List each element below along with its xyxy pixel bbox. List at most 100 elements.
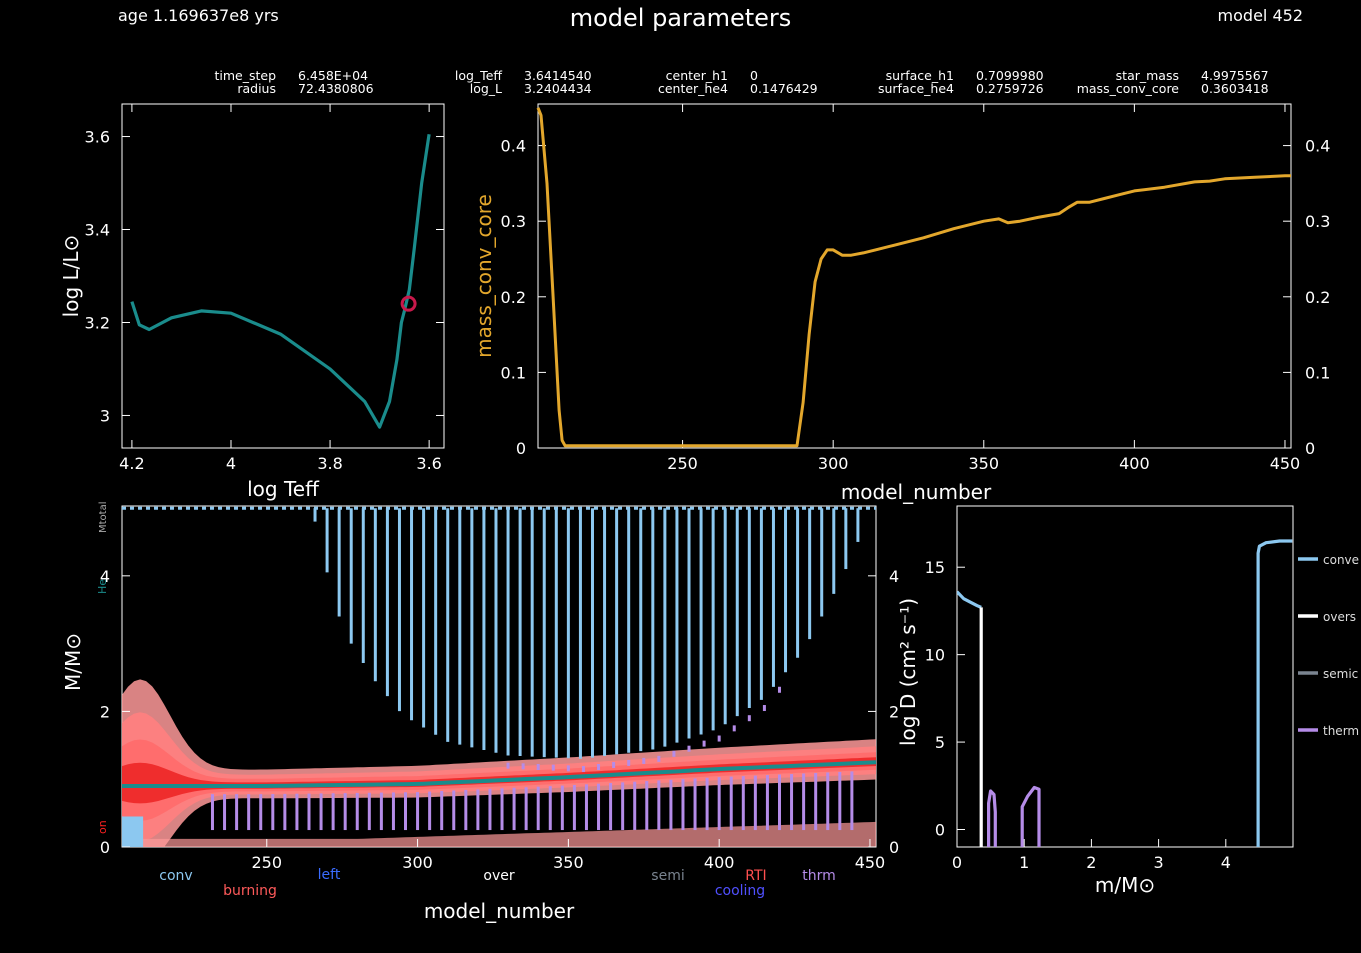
param-name-log-teff: log_Teff [454, 68, 502, 83]
param-name-mass-conv-core: mass_conv_core [1076, 81, 1179, 96]
mix-series-thermohaline [1020, 785, 1041, 847]
kipp-y2tick-label: 0 [889, 838, 899, 857]
kipp-ytick-label: 2 [100, 702, 110, 721]
param-name-center-he4: center_he4 [657, 81, 728, 96]
mix-plot-area [957, 539, 1293, 847]
kipp-thrm-dot [732, 725, 736, 732]
kipp-total-label: Mtotal [98, 502, 109, 534]
kipp-xtick-label: 400 [704, 853, 735, 872]
param-value-surface-h1: 0.7099980 [976, 68, 1044, 83]
param-name-time-step: time_step [214, 68, 276, 83]
core-xaxis-label: model_number [841, 480, 992, 504]
kipp-thrm-dot [702, 740, 706, 747]
hr-xaxis-label: log Teff [247, 477, 320, 501]
mix-legend-conve: conve [1323, 553, 1359, 567]
hr-frame [121, 103, 445, 449]
hr-track-line [130, 133, 431, 429]
core-ytick-label: 0.4 [501, 137, 526, 156]
hr-ytick-label: 3.4 [85, 221, 110, 240]
kipp-thrm-dot [717, 735, 721, 742]
kipp-thrm-dot [597, 764, 601, 771]
mix-legend-semic: semic [1323, 667, 1358, 681]
kipp-legend-conv: conv [159, 868, 192, 884]
kipp-y2axis-label: log D (cm² s⁻¹) [896, 598, 920, 746]
mix-frame [956, 505, 1294, 848]
mix-series-thermohaline [987, 789, 997, 847]
hr-xtick-label: 3.6 [416, 454, 441, 473]
kipp-thrm-dot [687, 745, 691, 752]
kipp-thrm-dot [521, 763, 525, 770]
hr-ytick-label: 3.6 [85, 128, 110, 147]
hr-xtick-label: 4.2 [119, 454, 144, 473]
hr-xtick-label: 3.8 [317, 454, 342, 473]
core-xtick-label: 300 [818, 454, 849, 473]
mix-xtick-label: 2 [1086, 853, 1096, 872]
hr-ytick-label: 3 [100, 406, 110, 425]
core-xtick-label: 400 [1119, 454, 1150, 473]
param-name-surface-he4: surface_he4 [877, 81, 954, 96]
mix-xtick-label: 0 [952, 853, 962, 872]
kipp-thrm-dot [657, 755, 661, 762]
core-xtick-label: 450 [1270, 454, 1301, 473]
mix-ytick-label: 0 [935, 821, 945, 840]
kipp-xtick-label: 300 [402, 853, 433, 872]
core-xtick-label: 350 [969, 454, 1000, 473]
kipp-legend-RTI: RTI [745, 868, 766, 884]
page-title: model parameters [569, 4, 792, 32]
core-ytick-label-right: 0.2 [1305, 288, 1330, 307]
kipp-ytick-label: 4 [100, 567, 110, 586]
kipp-he-label: He [96, 579, 109, 594]
core-xtick-label: 250 [667, 454, 698, 473]
param-value-time-step: 6.458E+04 [298, 68, 369, 83]
core-ytick-label: 0.1 [501, 363, 526, 382]
mix-ytick-label: 15 [925, 558, 945, 577]
kipp-legend-cooling: cooling [715, 883, 765, 899]
kipp-xtick-label: 250 [251, 853, 282, 872]
kipp-xaxis-label: model_number [424, 899, 575, 923]
core-ytick-label: 0.2 [501, 288, 526, 307]
kipp-xtick-label: 350 [553, 853, 584, 872]
param-name-radius: radius [237, 81, 276, 96]
param-value-radius: 72.4380806 [298, 81, 374, 96]
core-ytick-label: 0 [516, 439, 526, 458]
hr-ytick-label: 3.2 [85, 313, 110, 332]
kipp-legend-thrm: thrm [802, 868, 836, 884]
hr-current-point [400, 295, 417, 312]
kipp-thrm-dot [581, 766, 585, 773]
mix-xtick-label: 4 [1221, 853, 1231, 872]
kipp-thrm-dot [672, 750, 676, 757]
kipp-legend-burning: burning [223, 883, 277, 899]
kipp-ytick-label: 0 [100, 838, 110, 857]
kipp-legend-left: left [318, 867, 341, 883]
hr-xtick-label: 4 [226, 454, 236, 473]
core-ytick-label: 0.3 [501, 212, 526, 231]
mix-series-convection [957, 590, 982, 609]
kipp-legend-over: over [483, 868, 514, 884]
kipp-thrm-dot [612, 761, 616, 768]
kipp-legend-semi: semi [651, 868, 684, 884]
core-ytick-label-right: 0.1 [1305, 363, 1330, 382]
mix-ytick-label: 5 [935, 733, 945, 752]
kipp-burning-region-0 [122, 679, 876, 847]
kipp-y2tick-label: 4 [889, 567, 899, 586]
mix-ytick-label: 10 [925, 646, 945, 665]
core-ytick-label-right: 0.4 [1305, 137, 1330, 156]
kipp-h-label: on [96, 820, 109, 834]
param-name-center-h1: center_h1 [665, 68, 728, 83]
kipp-conv-core [122, 816, 144, 847]
param-name-log-l: log_L [469, 81, 502, 96]
mix-xaxis-label: m/M⊙ [1095, 873, 1155, 897]
kipp-thrm-dot [536, 764, 540, 771]
kipp-xtick-label: 450 [855, 853, 886, 872]
kipp-thrm-dot [566, 765, 570, 772]
core-ytick-label-right: 0.3 [1305, 212, 1330, 231]
mix-series-convection [1256, 539, 1293, 847]
kipp-thrm-dot [642, 757, 646, 764]
core-ytick-label-right: 0 [1305, 439, 1315, 458]
mix-legend-therm: therm [1323, 724, 1359, 738]
param-value-surface-he4: 0.2759726 [976, 81, 1044, 96]
kipp-thrm-dot [627, 759, 631, 766]
param-value-log-teff: 3.6414540 [524, 68, 592, 83]
kipp-thrm-dot [506, 762, 510, 769]
